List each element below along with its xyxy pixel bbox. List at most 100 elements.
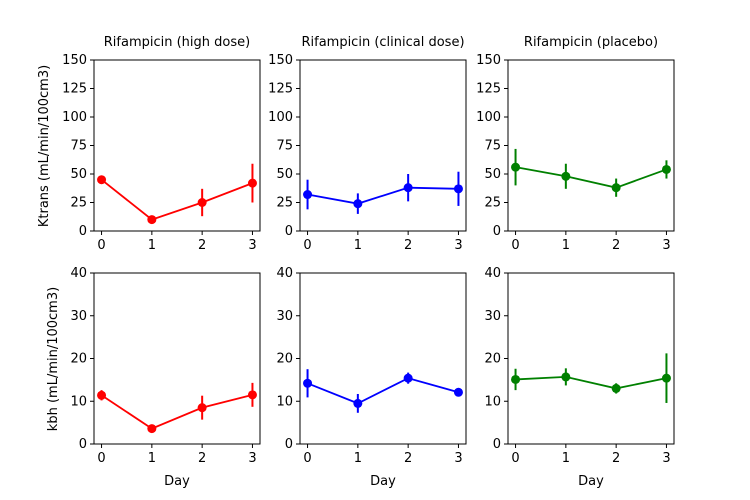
y-tick-label: 75 <box>70 139 87 154</box>
axes-frame <box>299 59 467 232</box>
y-tick-label: 10 <box>276 394 293 409</box>
y-tick-label: 75 <box>276 139 293 154</box>
x-tick-label: 2 <box>612 451 620 466</box>
data-point <box>197 198 207 207</box>
axes-frame <box>93 59 261 232</box>
data-point <box>611 183 621 193</box>
y-tick-label: 50 <box>276 167 293 182</box>
x-tick-label: 2 <box>404 238 412 253</box>
x-tick-label: 3 <box>248 451 256 466</box>
y-tick-label: 10 <box>70 394 87 409</box>
data-point <box>661 373 671 383</box>
data-point <box>353 398 363 408</box>
y-tick-label: 0 <box>79 224 87 239</box>
x-tick-label: 3 <box>454 238 462 253</box>
x-axis-label: Day <box>164 474 190 489</box>
panel-kbh-placebo: Day 0 10 20 30 40 0 1 2 3 <box>484 266 675 489</box>
y-tick-label: 25 <box>70 196 87 211</box>
series-line <box>307 377 459 405</box>
data-point <box>561 372 571 382</box>
x-tick-label: 1 <box>562 238 570 253</box>
data-point <box>611 383 621 393</box>
x-tick-label: 3 <box>662 238 670 253</box>
y-tick-label: 125 <box>268 82 293 97</box>
x-tick-label: 2 <box>612 238 620 253</box>
x-tick-label: 1 <box>148 451 156 466</box>
panel-ktrans-clinical-dose: Rifampicin (clinical dose) 0 25 50 75 100 125… <box>268 35 467 253</box>
data-point <box>661 164 671 174</box>
y-tick-label: 20 <box>276 352 293 367</box>
y-tick-label: 20 <box>70 352 87 367</box>
y-tick-label: 100 <box>268 110 293 125</box>
y-tick-label: 125 <box>62 82 87 97</box>
data-point <box>97 390 107 400</box>
y-tick-label: 150 <box>62 53 87 68</box>
data-point <box>247 390 257 400</box>
data-point <box>511 374 521 384</box>
y-tick-label: 20 <box>484 352 501 367</box>
x-tick-label: 0 <box>303 451 311 466</box>
axes-frame <box>507 272 675 445</box>
x-tick-label: 0 <box>511 238 519 253</box>
x-tick-label: 2 <box>404 451 412 466</box>
y-tick-label: 40 <box>276 266 293 281</box>
data-point <box>247 178 257 188</box>
x-axis-label: Day <box>370 474 396 489</box>
data-point <box>403 373 413 383</box>
x-tick-label: 1 <box>562 451 570 466</box>
axes-frame <box>507 59 675 232</box>
y-tick-label: 100 <box>62 110 87 125</box>
y-tick-label: 100 <box>476 110 501 125</box>
x-tick-label: 2 <box>198 451 206 466</box>
data-point <box>303 378 313 388</box>
panel-title: Rifampicin (high dose) <box>104 35 250 50</box>
series-line <box>101 393 253 430</box>
series-line <box>515 166 667 189</box>
x-tick-label: 0 <box>97 451 105 466</box>
panel-ktrans-placebo: Rifampicin (placebo) 0 25 50 75 100 125 150 0 1 2… <box>476 35 675 253</box>
x-tick-label: 2 <box>198 238 206 253</box>
y-tick-label: 30 <box>276 309 293 324</box>
data-point <box>403 183 413 193</box>
y-tick-label: 0 <box>285 224 293 239</box>
data-point <box>97 175 107 185</box>
y-tick-label: 50 <box>484 167 501 182</box>
y-tick-label: 10 <box>484 394 501 409</box>
y-tick-label: 50 <box>70 167 87 182</box>
data-point <box>453 184 463 194</box>
y-tick-label: 25 <box>276 196 293 211</box>
data-point <box>353 199 363 209</box>
y-tick-label: 30 <box>484 309 501 324</box>
x-tick-label: 1 <box>148 238 156 253</box>
y-tick-label: 25 <box>484 196 501 211</box>
data-point <box>511 162 521 172</box>
y-tick-label: 40 <box>484 266 501 281</box>
data-point <box>197 403 207 413</box>
y-tick-label: 40 <box>70 266 87 281</box>
y-tick-label: 30 <box>70 309 87 324</box>
data-point <box>453 387 463 397</box>
y-tick-label: 0 <box>493 224 501 239</box>
x-tick-label: 1 <box>354 238 362 253</box>
axes-frame <box>299 272 467 445</box>
data-point <box>147 424 157 434</box>
x-tick-label: 3 <box>248 238 256 253</box>
data-point <box>303 190 313 200</box>
series-line <box>100 178 253 221</box>
panel-title: Rifampicin (placebo) <box>524 35 658 50</box>
y-axis-label: Ktrans (mL/min/100cm3) <box>37 65 52 227</box>
data-point <box>147 215 157 225</box>
y-tick-label: 150 <box>476 53 501 68</box>
y-tick-label: 0 <box>285 437 293 452</box>
panel-title: Rifampicin (clinical dose) <box>301 35 464 50</box>
x-tick-label: 3 <box>662 451 670 466</box>
series-line <box>307 186 459 205</box>
y-tick-label: 0 <box>493 437 501 452</box>
x-tick-label: 1 <box>354 451 362 466</box>
panel-ktrans-high-dose: Rifampicin (high dose) Ktrans (mL/min/10… <box>37 35 261 253</box>
panel-kbh-clinical-dose: Day 0 10 20 30 40 0 1 2 3 <box>276 266 467 489</box>
y-tick-label: 150 <box>268 53 293 68</box>
y-tick-label: 75 <box>484 139 501 154</box>
y-axis-label: kbh (mL/min/100cm3) <box>46 287 61 431</box>
